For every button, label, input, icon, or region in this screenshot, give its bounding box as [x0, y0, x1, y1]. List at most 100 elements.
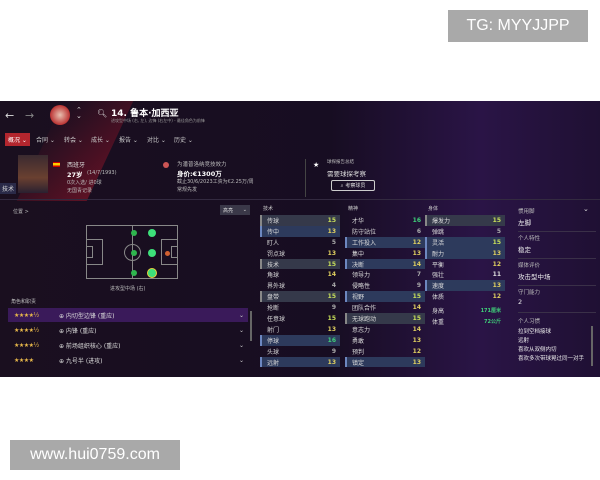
attr-name: 界外球: [267, 283, 286, 291]
attr-name: 强壮: [432, 272, 445, 280]
attr-row[interactable]: 团队合作 14: [345, 302, 425, 313]
attr-row[interactable]: 技术 15: [260, 258, 340, 270]
chevron-down-icon[interactable]: ⌄: [238, 341, 244, 349]
forward-icon[interactable]: →: [25, 109, 35, 122]
side-scrollbar[interactable]: [591, 326, 593, 366]
youth-caps: 无国青记录: [67, 188, 93, 194]
attr-row[interactable]: 平衡 12: [425, 259, 505, 270]
attr-row[interactable]: 无球跑动 15: [345, 313, 425, 324]
role-row[interactable]: ★★★★ ⊕ 九号半 (进攻) ⌄: [8, 353, 248, 367]
attr-row[interactable]: 头球 9: [260, 346, 340, 357]
attr-row[interactable]: 镇定 13: [345, 356, 425, 368]
attr-row[interactable]: 体重 72公斤: [425, 316, 505, 327]
attr-row[interactable]: 勇敢 13: [345, 335, 425, 346]
attr-row[interactable]: 射门 13: [260, 324, 340, 335]
attr-row[interactable]: 身高 171厘米: [425, 305, 505, 316]
attr-row[interactable]: 强壮 11: [425, 269, 505, 280]
attr-row[interactable]: 角球 14: [260, 269, 340, 280]
attr-value: 15: [327, 314, 336, 322]
scout-player-button[interactable]: ⌕ 考察球员: [331, 180, 375, 191]
attr-row[interactable]: 集中 13: [345, 248, 425, 259]
attr-name: 射门: [267, 326, 280, 334]
attr-row[interactable]: 抢断 9: [260, 302, 340, 313]
position-dot: [148, 229, 156, 237]
attr-name: 侵略性: [352, 283, 371, 291]
attr-header: 精神: [348, 206, 359, 212]
tab-5[interactable]: 对比 ⌄: [147, 137, 166, 144]
attr-row[interactable]: 视野 15: [345, 291, 425, 303]
attr-header: 身体: [428, 206, 439, 212]
attr-value: 9: [331, 347, 336, 355]
attr-row[interactable]: 盯人 5: [260, 237, 340, 248]
role-name: ⊕ 内锋 (重应): [59, 327, 97, 335]
tab-0[interactable]: 概况 ⌄: [5, 133, 30, 146]
attr-value: 13: [412, 358, 421, 366]
attr-name: 传中: [267, 228, 280, 236]
club-badge-icon[interactable]: [50, 105, 70, 125]
role-row[interactable]: ★★★★½ ⊕ 前场组织核心 (重应) ⌄: [8, 338, 248, 352]
role-row[interactable]: ★★★★½ ⊕ 内切型边锋 (重应) ⌄: [8, 308, 248, 322]
tab-3[interactable]: 成长 ⌄: [91, 137, 110, 144]
side-panel: 惯用脚 左脚 个人特性 稳定 媒体评价 攻击型中场 守门能力 2 个人习惯 拉到空档接球 远射 喜欢从…: [518, 205, 596, 364]
attr-value: 16: [412, 216, 421, 224]
attr-row[interactable]: 决断 14: [345, 258, 425, 270]
attr-row[interactable]: 弹跳 5: [425, 226, 505, 237]
attr-value: 13: [492, 249, 501, 257]
chevron-down-icon[interactable]: ⌄: [583, 205, 589, 213]
attr-value: 15: [412, 293, 421, 301]
attr-row[interactable]: 爆发力 15: [425, 215, 505, 226]
attr-row[interactable]: 侵略性 9: [345, 280, 425, 291]
attr-name: 决断: [352, 261, 365, 269]
attr-value: 5: [331, 238, 336, 246]
attr-name: 远射: [267, 359, 280, 367]
attr-row[interactable]: 领导力 7: [345, 269, 425, 280]
attr-row[interactable]: 耐力 13: [425, 247, 505, 259]
attr-row[interactable]: 任意球 15: [260, 313, 340, 324]
attr-name: 体重: [432, 318, 445, 326]
attr-row[interactable]: 传球 15: [260, 215, 340, 226]
player-switch-icon[interactable]: ⌃ ⌄: [76, 106, 82, 120]
attr-name: 耐力: [432, 250, 445, 258]
chevron-down-icon[interactable]: ⌄: [238, 311, 244, 319]
attr-name: 视野: [352, 294, 365, 302]
attr-row[interactable]: 防守站位 6: [345, 226, 425, 237]
attr-row[interactable]: 工作投入 12: [345, 236, 425, 248]
tab-4[interactable]: 报告 ⌄: [119, 137, 138, 144]
attr-row[interactable]: 停球 16: [260, 334, 340, 346]
attr-row[interactable]: 才华 16: [345, 215, 425, 226]
attr-row[interactable]: 速度 13: [425, 280, 505, 292]
attr-row[interactable]: 界外球 4: [260, 280, 340, 291]
roles-scrollbar[interactable]: [250, 311, 252, 341]
search-icon[interactable]: 🔍︎: [97, 109, 108, 118]
attr-row[interactable]: 传中 13: [260, 225, 340, 237]
attr-row[interactable]: 灵活 15: [425, 236, 505, 248]
attr-row[interactable]: 远射 13: [260, 356, 340, 368]
attr-col-physical: 身体爆发力 15 弹跳 5 灵活 15 耐力 13 平衡 12 强壮 11 速度 13 体质 12 身高 171厘…: [425, 205, 505, 327]
club-team: 为潘普洛纳竞技效力: [177, 162, 227, 168]
squad-status: 常规先发: [177, 187, 198, 193]
role-row[interactable]: ★★★★½ ⊕ 内锋 (重应) ⌄: [8, 323, 248, 337]
chevron-down-icon[interactable]: ⌄: [238, 326, 244, 334]
highlight-dropdown[interactable]: 高亮 ⌄: [220, 205, 250, 215]
attr-row[interactable]: 罚点球 13: [260, 248, 340, 259]
attr-header: 技术: [263, 206, 274, 212]
position-dot: [131, 230, 137, 236]
tab-2[interactable]: 转会 ⌄: [64, 137, 83, 144]
attr-row[interactable]: 意志力 14: [345, 324, 425, 335]
chevron-down-icon[interactable]: ⌄: [238, 356, 244, 364]
chevron-down-icon: ⌄: [242, 207, 247, 213]
position-dot-selected: [147, 268, 157, 278]
attr-name: 传球: [267, 217, 280, 225]
attr-name: 团队合作: [352, 305, 377, 313]
flag-icon: [53, 162, 60, 167]
player-subtitle: 进攻型中场 (右, 左), 边锋 (右左中) - 最佳角色为前锋: [111, 118, 205, 123]
tab-1[interactable]: 合同 ⌄: [36, 137, 55, 144]
tab-6[interactable]: 历史 ⌄: [174, 137, 193, 144]
dob: (14/7/1993): [87, 170, 117, 176]
attr-row[interactable]: 预判 12: [345, 346, 425, 357]
back-icon[interactable]: ←: [5, 109, 15, 122]
attr-row[interactable]: 盘带 15: [260, 291, 340, 303]
role-name: ⊕ 前场组织核心 (重应): [59, 342, 121, 350]
attr-row[interactable]: 体质 12: [425, 291, 505, 302]
position-link[interactable]: 位置 >: [13, 209, 29, 215]
